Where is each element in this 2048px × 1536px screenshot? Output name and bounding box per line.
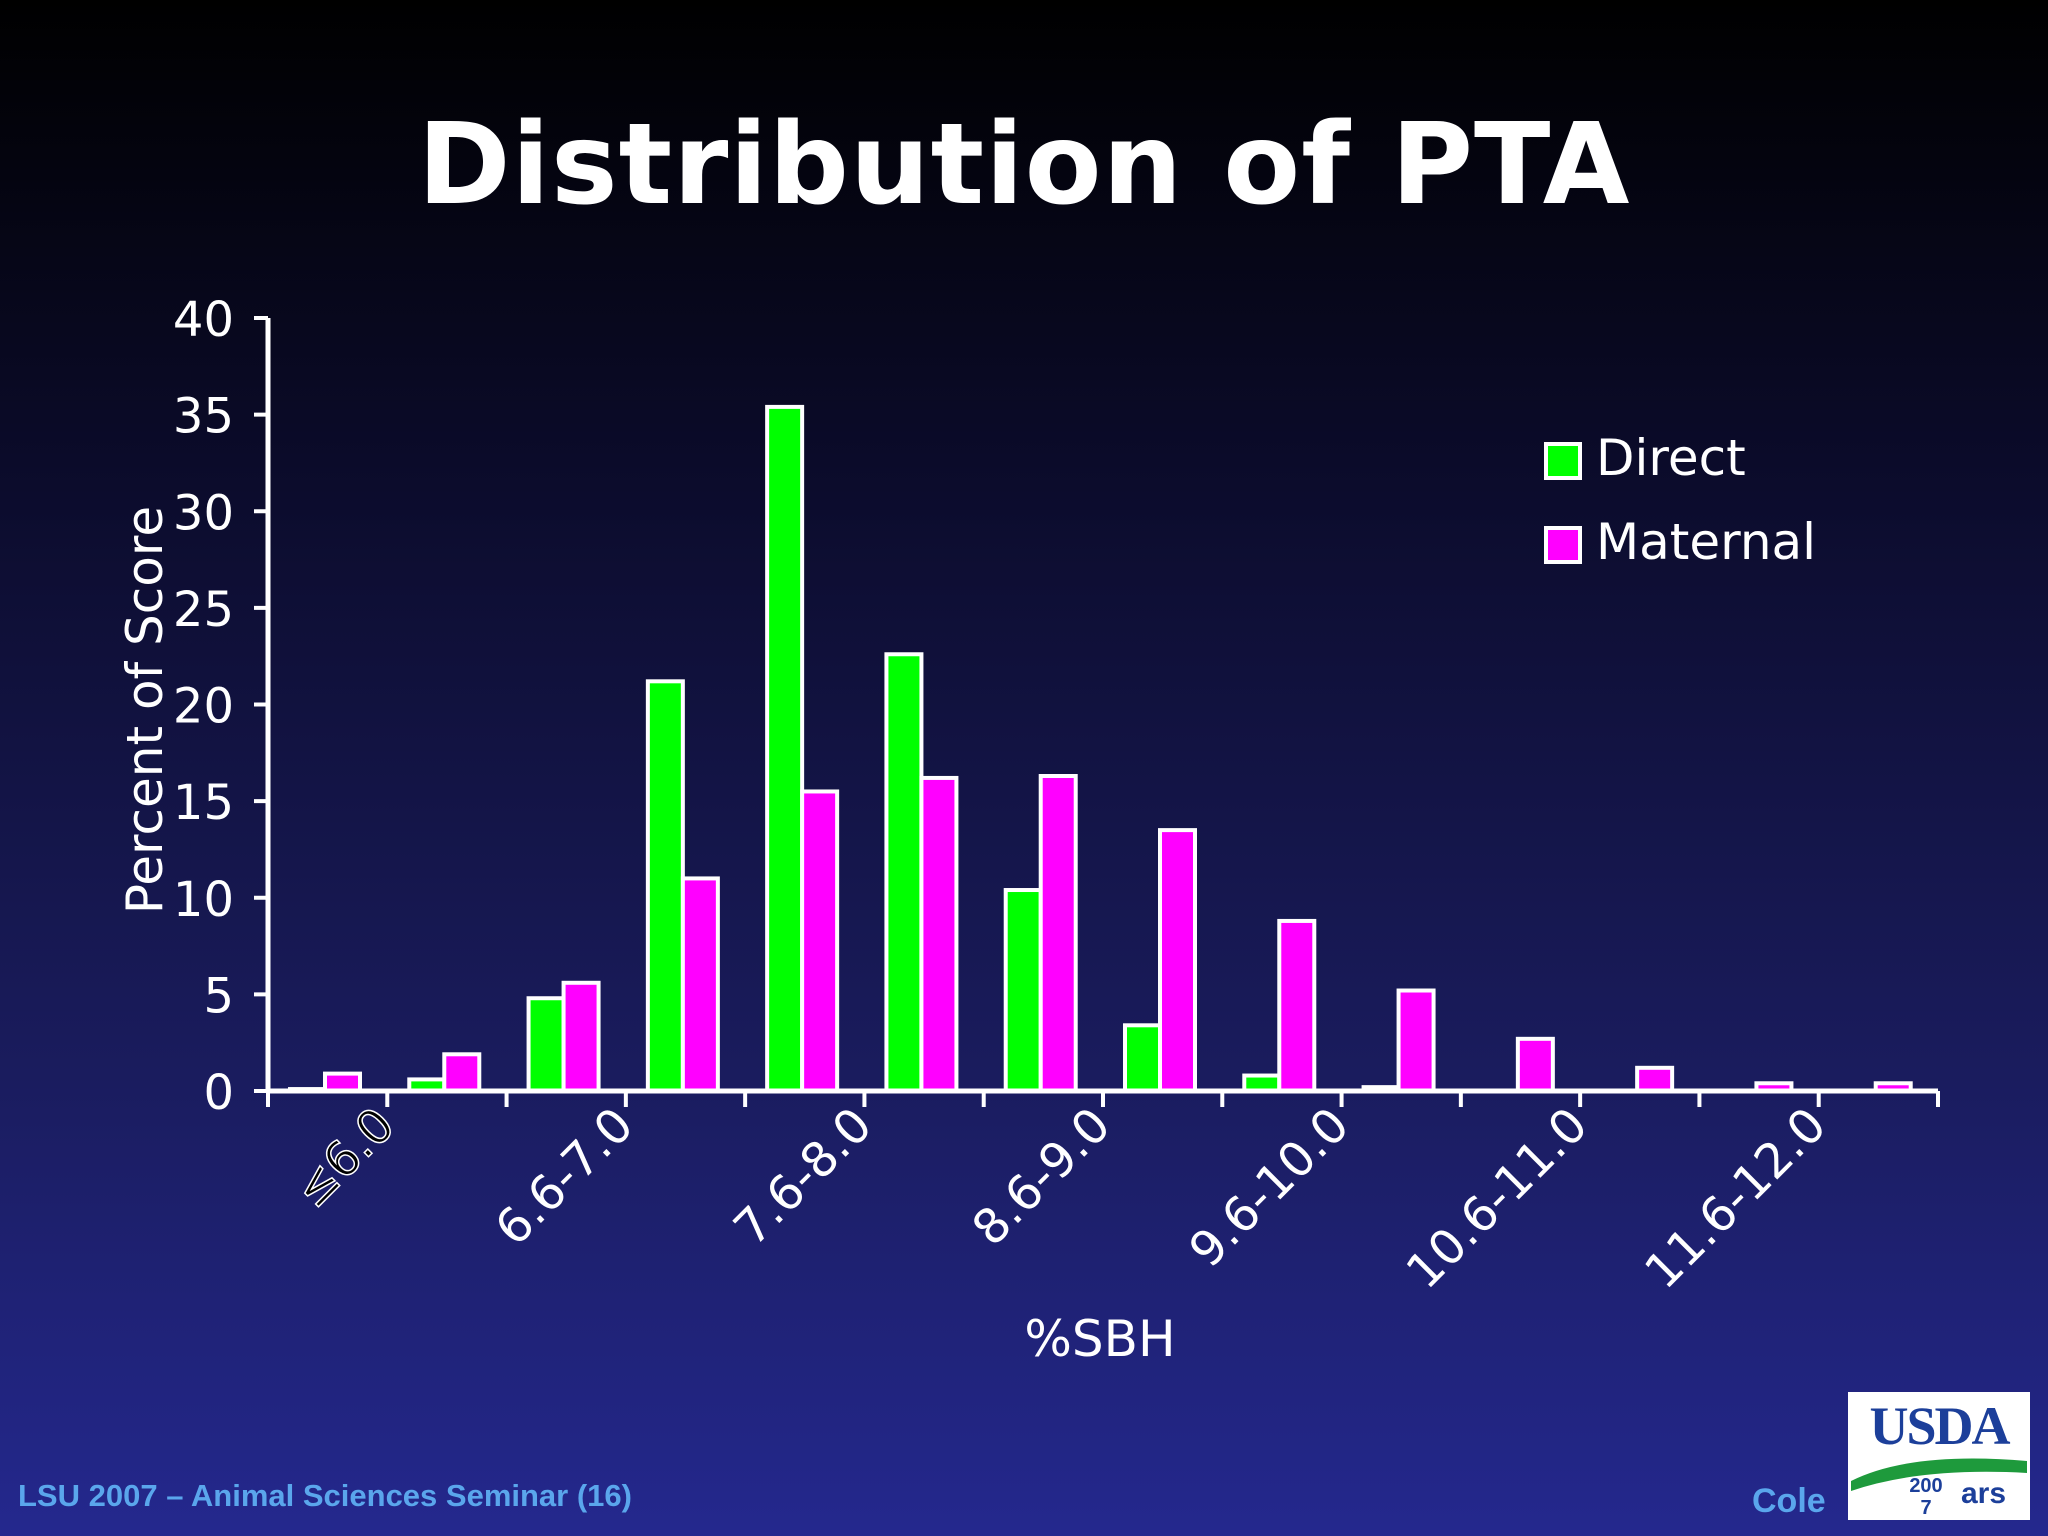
footer-author: Cole <box>1752 1482 1826 1520</box>
x-tick-label-4: 9.6-10.0 <box>1179 1097 1360 1278</box>
usda-logo-year: 200 7 <box>1909 1475 1943 1519</box>
legend-swatch-maternal <box>1544 526 1582 564</box>
bar-maternal-7 <box>1158 828 1197 1093</box>
legend-label-direct: Direct <box>1596 429 1746 487</box>
bar-direct-3 <box>645 679 685 1093</box>
x-tick-label-2: 7.6-8.0 <box>723 1097 883 1257</box>
bar-maternal-11 <box>1635 1065 1675 1094</box>
bar-direct-2 <box>526 996 566 1093</box>
bar-maternal-2 <box>561 980 601 1094</box>
x-tick-label-3: 8.6-9.0 <box>962 1097 1122 1257</box>
y-axis-label: Percent of Score <box>116 506 174 914</box>
bar-maternal-5 <box>919 775 959 1093</box>
usda-logo: USDA 200 7 ars <box>1848 1392 2030 1520</box>
x-axis-label: %SBH <box>1024 1310 1175 1368</box>
footer-seminar-text: LSU 2007 – Animal Sciences Seminar (16) <box>18 1478 632 1513</box>
slide-title: Distribution of PTA <box>417 100 1631 230</box>
bar-maternal-0 <box>323 1071 362 1094</box>
y-tick-label-20: 20 <box>173 679 234 735</box>
y-tick-label-10: 10 <box>173 872 234 928</box>
bar-maternal-8 <box>1277 918 1317 1093</box>
bar-maternal-3 <box>680 876 720 1093</box>
x-tick-label-5: 10.6-11.0 <box>1396 1097 1599 1300</box>
bar-direct-4 <box>765 404 805 1093</box>
y-tick-label-30: 30 <box>173 485 234 541</box>
bar-maternal-1 <box>442 1052 482 1093</box>
legend-label-maternal: Maternal <box>1596 513 1816 571</box>
y-tick-label-40: 40 <box>173 292 234 348</box>
y-tick-label-15: 15 <box>173 775 234 831</box>
bar-direct-5 <box>884 652 924 1093</box>
y-tick-label-0: 0 <box>203 1065 234 1121</box>
ars-logo-mark: ars <box>1961 1477 2007 1510</box>
bar-direct-6 <box>1003 888 1043 1094</box>
usda-logo-swoosh <box>1851 1458 2027 1491</box>
bar-maternal-9 <box>1396 988 1436 1094</box>
y-tick-label-5: 5 <box>203 968 234 1024</box>
y-tick-label-35: 35 <box>173 389 234 445</box>
bar-maternal-4 <box>800 789 840 1094</box>
x-tick-label-0: ≤6.0 <box>284 1097 406 1219</box>
x-tick-label-1: 6.6-7.0 <box>485 1097 645 1257</box>
chart-legend: Direct Maternal <box>1544 429 1816 571</box>
bar-maternal-10 <box>1515 1036 1555 1094</box>
y-tick-label-25: 25 <box>173 582 234 638</box>
bar-maternal-6 <box>1038 774 1078 1093</box>
legend-swatch-direct <box>1544 442 1582 480</box>
bar-direct-7 <box>1123 1023 1162 1094</box>
x-tick-label-6: 11.6-12.0 <box>1634 1097 1837 1300</box>
usda-logo-text: USDA <box>1869 1396 2010 1456</box>
